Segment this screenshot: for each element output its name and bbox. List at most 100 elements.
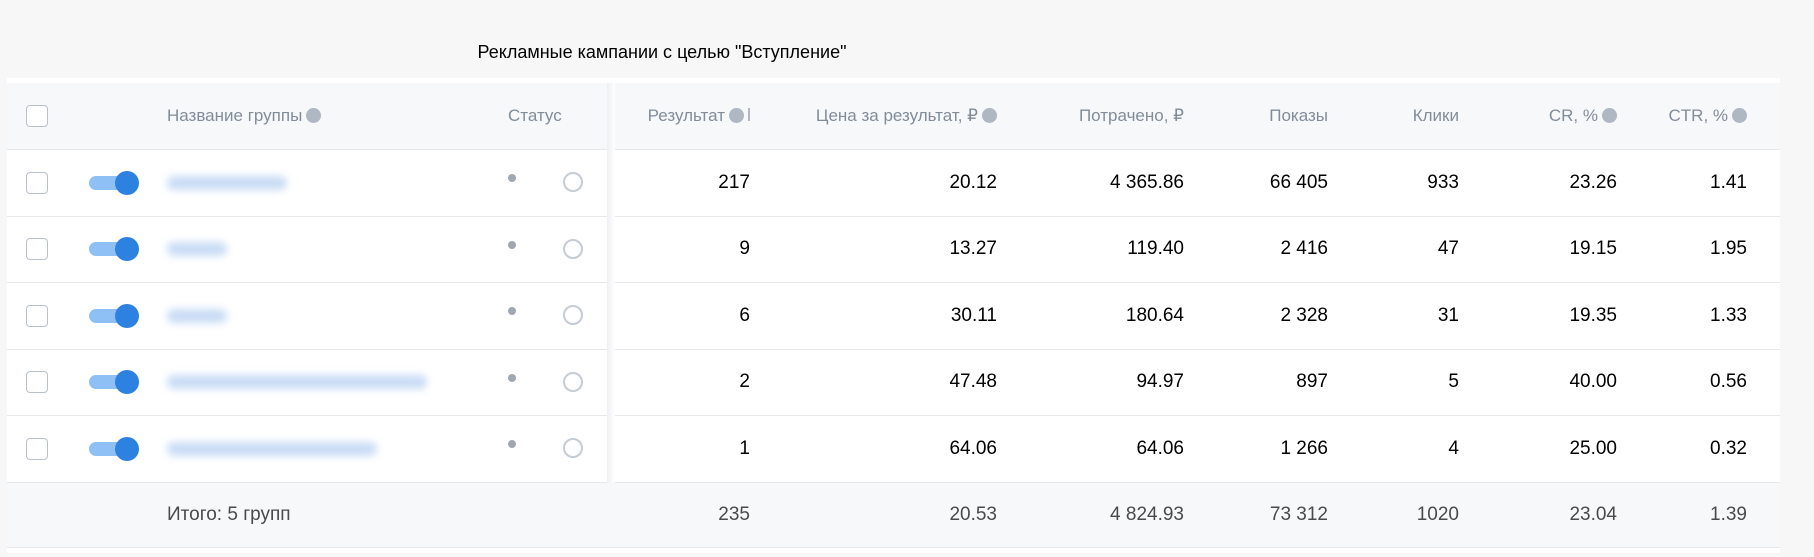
group-name-blurred (167, 242, 227, 257)
hint-icon[interactable] (563, 371, 583, 392)
cell-value: 66 405 (1269, 171, 1328, 193)
hint-icon[interactable] (563, 238, 583, 259)
cell-value: 0.32 (1710, 437, 1747, 459)
cell-value: 1.95 (1710, 238, 1747, 260)
column-title: Потрачено, ₽ (1078, 106, 1184, 125)
cell-value: 25.00 (1569, 437, 1617, 459)
group-name-blurred (167, 375, 427, 390)
cell-value: 897 (1296, 371, 1328, 393)
toggle-knob (115, 303, 139, 328)
report-title: Рекламные кампании с целью "Вступление" (477, 42, 847, 62)
sort-arrow (748, 108, 750, 121)
cell-value: 5 (1448, 371, 1459, 393)
hint-icon[interactable] (563, 438, 583, 458)
cell-value: 64.06 (949, 437, 997, 459)
data-row: 9 13.27 119.40 2 416 47 19.15 1.95 (7, 217, 1780, 283)
column-header[interactable]: Цена за результат, ₽ (816, 106, 997, 126)
data-row: 2 47.48 94.97 897 5 40.00 0.56 (7, 350, 1780, 416)
row-checkbox[interactable] (26, 371, 48, 394)
help-icon (729, 108, 744, 123)
column-header[interactable]: Показы (1269, 106, 1328, 126)
row-checkbox[interactable] (26, 304, 48, 327)
group-name-blurred (167, 308, 227, 323)
header-row: Название группы Статус Результат Цена за ре… (7, 83, 1780, 150)
status-dot (508, 440, 516, 448)
column-title: CR, % (1548, 106, 1598, 125)
status-toggle[interactable] (89, 170, 139, 195)
cell-value: 180.64 (1125, 304, 1184, 326)
cell-value: 20.12 (949, 171, 997, 193)
cell-value: 19.35 (1569, 304, 1617, 326)
toggle-knob (115, 370, 139, 395)
column-title: Результат (647, 106, 725, 125)
row-checkbox[interactable] (26, 437, 48, 460)
cell-value: 64.06 (1136, 437, 1184, 459)
cell-value: 23.26 (1569, 171, 1617, 193)
column-title: Название группы (167, 106, 303, 125)
status-dot (508, 307, 516, 315)
column-header[interactable]: CR, % (1549, 106, 1617, 126)
total-value: 4 824.93 (1110, 503, 1184, 525)
cell-value: 2 416 (1280, 238, 1328, 260)
status-toggle[interactable] (89, 237, 139, 262)
cell-value: 19.15 (1569, 238, 1617, 260)
status-dot (508, 174, 516, 182)
data-row: 217 20.12 4 365.86 66 405 933 23.26 1.41 (7, 150, 1780, 217)
row-checkbox[interactable] (26, 238, 48, 261)
column-title: Клики (1412, 106, 1459, 125)
toggle-knob (115, 237, 139, 262)
data-row: 1 64.06 64.06 1 266 4 25.00 0.32 (7, 416, 1780, 483)
hint-icon[interactable] (563, 305, 583, 325)
cell-value: 4 (1448, 437, 1459, 459)
cell-value: 0.56 (1710, 371, 1747, 393)
cell-value: 1.33 (1710, 304, 1747, 326)
row-checkbox[interactable] (26, 171, 48, 194)
help-icon (982, 108, 997, 123)
total-label: Итого: 5 групп (167, 503, 291, 525)
cell-value: 94.97 (1136, 371, 1184, 393)
total-value: 1.39 (1710, 503, 1747, 525)
column-title: Показы (1269, 106, 1328, 125)
total-value: 1020 (1416, 503, 1459, 525)
cell-value: 47.48 (949, 371, 997, 393)
cell-value: 47 (1437, 238, 1459, 260)
total-value: 23.04 (1569, 503, 1617, 525)
cell-value: 6 (739, 304, 750, 326)
cell-value: 30.11 (950, 304, 997, 326)
column-header[interactable]: CTR, % (1668, 106, 1747, 126)
cell-value: 4 365.86 (1110, 171, 1184, 193)
campaign-table: Название группы Статус Результат Цена за ре… (7, 78, 1780, 553)
cell-value: 1.41 (1710, 171, 1747, 193)
status-toggle[interactable] (89, 370, 139, 395)
cell-value: 2 (739, 371, 750, 393)
cell-value: 1 266 (1280, 437, 1328, 459)
toggle-knob (115, 170, 139, 195)
help-icon (1732, 108, 1747, 123)
column-header[interactable]: Клики (1413, 106, 1459, 126)
total-value: 235 (718, 503, 750, 525)
hint-icon[interactable] (563, 172, 583, 192)
column-title: CTR, % (1668, 106, 1729, 125)
column-title: Цена за результат, ₽ (815, 106, 978, 125)
cell-value: 13.27 (949, 238, 997, 260)
total-value: 20.53 (949, 503, 997, 525)
cell-value: 119.40 (1127, 238, 1184, 260)
cell-value: 9 (739, 238, 750, 260)
total-value: 73 312 (1269, 503, 1328, 525)
select-all-checkbox[interactable] (26, 105, 48, 127)
help-icon (1602, 108, 1617, 123)
status-dot (508, 240, 516, 249)
status-toggle[interactable] (89, 303, 139, 328)
column-header: Статус (508, 106, 562, 125)
data-row: 6 30.11 180.64 2 328 31 19.35 1.33 (7, 283, 1780, 350)
cell-value: 2 328 (1280, 304, 1328, 326)
total-row: Итого: 5 групп 235 20.53 4 824.93 73 312 1020… (7, 482, 1780, 548)
column-header[interactable]: Результат (648, 106, 750, 126)
sticky-shadow (607, 83, 615, 485)
status-dot (508, 373, 516, 382)
help-icon (306, 108, 322, 123)
column-header: Название группы (167, 106, 322, 126)
column-header[interactable]: Потрачено, ₽ (1079, 106, 1184, 126)
status-toggle[interactable] (89, 436, 139, 461)
